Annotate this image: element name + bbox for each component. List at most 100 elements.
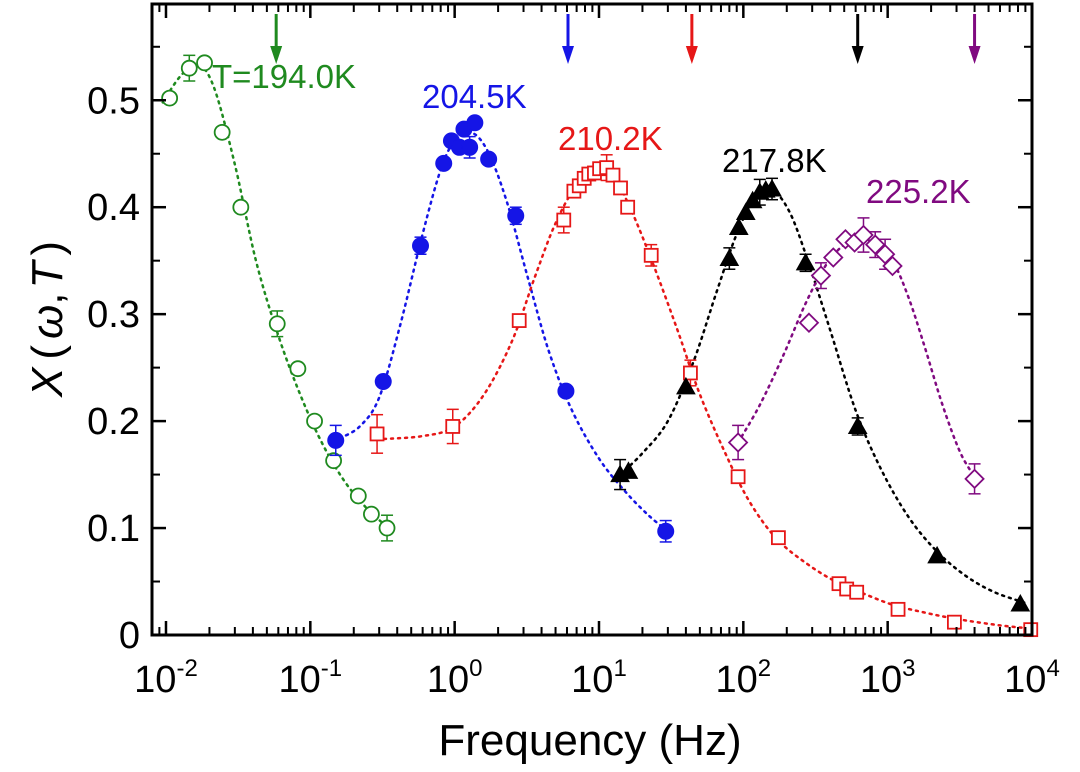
x-tick-exponent: 3 — [902, 655, 915, 682]
data-point-t-194-0k — [180, 59, 198, 77]
x-tick-base: 10 — [716, 659, 758, 701]
data-point-t-194-0k — [363, 505, 380, 523]
data-point-225-2k — [727, 432, 749, 453]
data-point-225-2k — [810, 265, 832, 286]
y-tick-label: 0.1 — [87, 508, 140, 550]
x-tick-label: 103 — [860, 655, 916, 701]
data-point-t-194-0k — [268, 315, 286, 333]
data-point-t-194-0k — [232, 198, 250, 216]
data-point-t-194-0k — [306, 412, 323, 430]
series-204-5k — [327, 114, 675, 543]
data-point-217-8k — [795, 252, 816, 271]
data-point-204-5k — [374, 373, 392, 391]
data-point-t-194-0k — [349, 487, 367, 505]
data-point-204-5k — [412, 237, 430, 255]
y-axis-title-close: ) — [23, 241, 72, 256]
y-axis-title: X (ω, T) — [23, 241, 72, 398]
x-tick-exponent: -1 — [321, 655, 342, 682]
data-point-210-2k — [556, 212, 572, 228]
x-axis-title: Frequency (Hz) — [438, 716, 741, 765]
data-point-210-2k — [643, 247, 659, 263]
x-tick-exponent: -2 — [176, 655, 197, 682]
arrow-t-194-0k — [270, 14, 283, 64]
data-point-217-8k — [719, 248, 740, 267]
arrow-head — [562, 46, 575, 64]
fit-curve-210-2k — [375, 170, 1034, 630]
series-label-t-194-0k: T=194.0K — [212, 58, 356, 95]
y-tick-label: 0.4 — [87, 187, 140, 229]
y-tick-label: 0.2 — [87, 401, 140, 443]
arrow-225-2k — [968, 14, 981, 64]
y-axis-title-comma: , — [23, 293, 72, 305]
data-point-225-2k — [964, 468, 985, 490]
data-point-204-5k — [435, 154, 453, 172]
data-point-225-2k — [798, 312, 820, 333]
x-tick-base: 10 — [571, 659, 613, 701]
y-axis-title-t: T — [23, 259, 72, 289]
x-tick-label: 102 — [716, 655, 772, 701]
data-point-225-2k — [882, 255, 903, 277]
data-point-217-8k — [1010, 593, 1031, 612]
series-labels: T=194.0K 204.5K 210.2K 217.8K 225.2K — [212, 58, 971, 210]
series-217-8k — [610, 177, 1031, 612]
arrow-head — [270, 46, 283, 64]
data-point-225-2k — [823, 247, 844, 268]
data-point-t-194-0k — [325, 452, 343, 470]
arrow-204-5k — [562, 14, 575, 64]
data-point-210-2k — [849, 584, 865, 600]
data-point-217-8k — [618, 461, 639, 479]
x-tick-exponent: 0 — [469, 655, 482, 682]
data-point-210-2k — [445, 419, 461, 434]
x-tick-base: 10 — [1004, 659, 1046, 701]
data-point-210-2k — [605, 167, 621, 183]
series-label-204-5k: 204.5K — [422, 78, 527, 115]
data-point-210-2k — [620, 199, 636, 215]
y-axis-title-symbol: X — [23, 366, 72, 398]
data-point-t-194-0k — [213, 123, 231, 141]
series-210-2k — [369, 154, 1039, 638]
series-t-194-0k — [161, 54, 396, 542]
x-tick-label: 101 — [571, 655, 627, 701]
x-tick-exponent: 1 — [613, 655, 626, 682]
y-tick-label: 0.3 — [87, 294, 140, 336]
arrow-head — [968, 46, 981, 64]
y-tick-label: 0.5 — [87, 80, 140, 122]
data-points — [161, 54, 1039, 638]
x-tick-base: 10 — [860, 659, 902, 701]
data-point-210-2k — [771, 530, 786, 546]
series-label-225-2k: 225.2K — [866, 173, 971, 210]
data-point-217-8k — [742, 190, 763, 209]
x-tick-label: 100 — [427, 655, 483, 701]
arrow-210-2k — [685, 14, 698, 64]
series-225-2k — [727, 217, 985, 495]
arrow-head — [685, 46, 698, 64]
data-point-217-8k — [728, 217, 749, 236]
x-tick-label: 10-1 — [279, 655, 343, 701]
data-point-225-2k — [864, 234, 886, 255]
data-point-217-8k — [847, 416, 868, 434]
data-point-217-8k — [927, 545, 947, 564]
data-point-204-5k — [466, 114, 484, 132]
data-point-210-2k — [890, 601, 906, 617]
x-tick-base: 10 — [427, 659, 469, 701]
data-point-204-5k — [327, 431, 345, 449]
data-point-210-2k — [683, 365, 698, 381]
y-tick-label: 0 — [119, 615, 140, 657]
data-point-217-8k — [762, 179, 782, 197]
x-tick-base: 10 — [279, 659, 321, 701]
series-label-217-8k: 217.8K — [722, 142, 827, 179]
data-point-217-8k — [676, 376, 696, 395]
data-point-210-2k — [511, 313, 527, 328]
x-tick-label: 10-2 — [134, 655, 198, 701]
x-tick-base: 10 — [134, 659, 176, 701]
series-label-210-2k: 210.2K — [558, 120, 663, 157]
data-point-210-2k — [730, 469, 746, 485]
data-point-t-194-0k — [378, 519, 396, 537]
data-point-210-2k — [613, 180, 628, 196]
y-axis-title-open: ( — [23, 345, 72, 360]
data-point-t-194-0k — [161, 89, 179, 107]
data-point-204-5k — [657, 522, 675, 540]
